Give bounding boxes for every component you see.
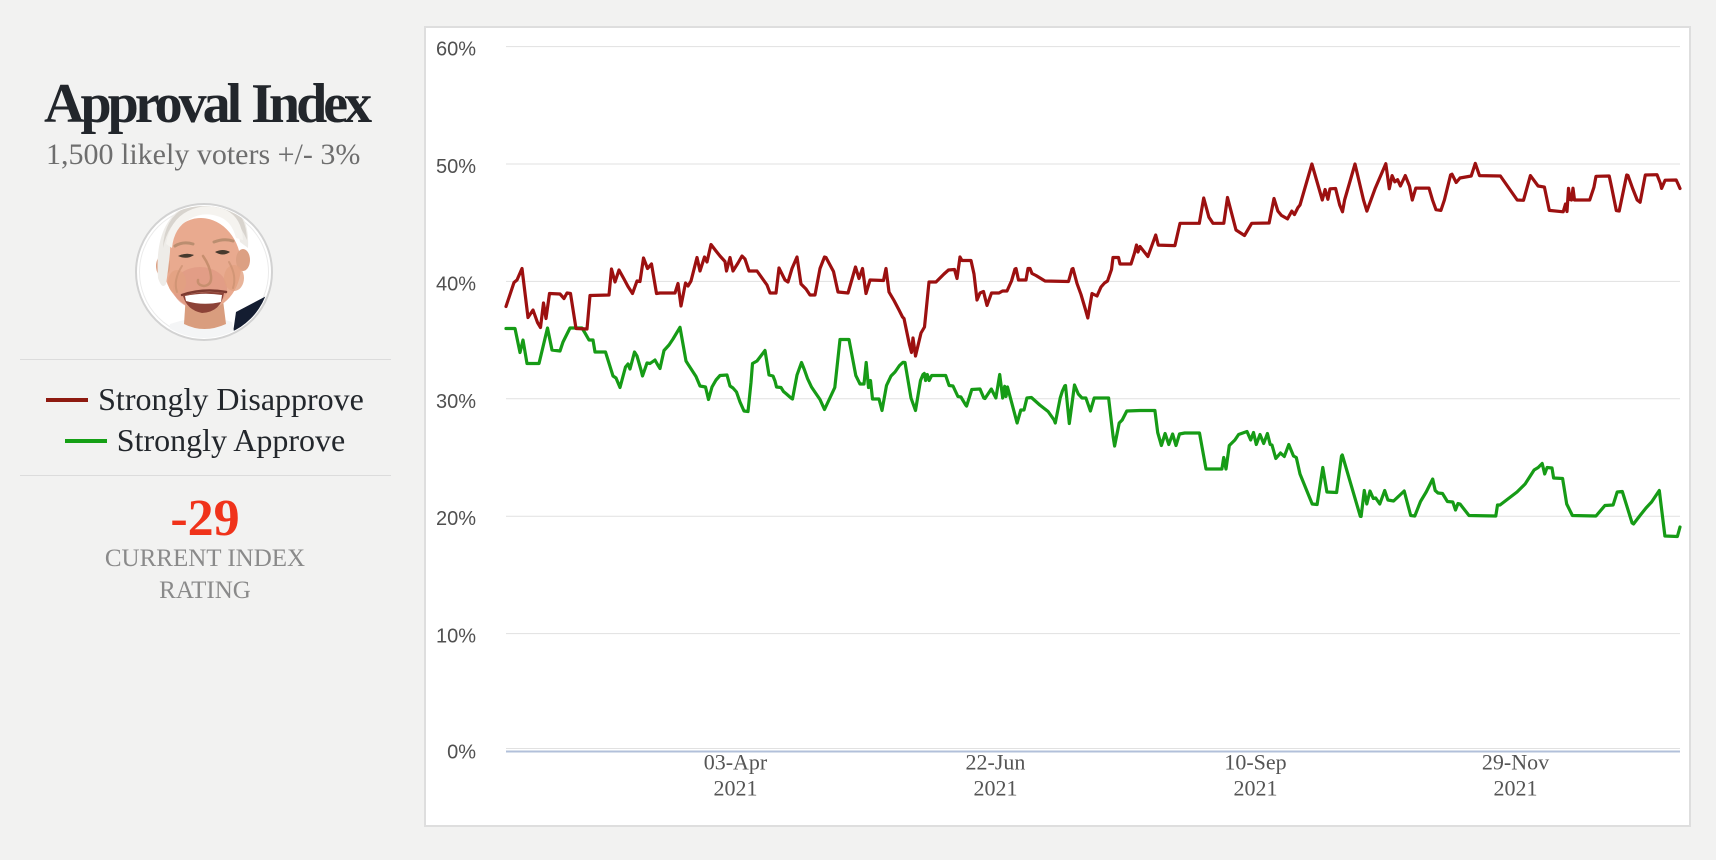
svg-text:03-Apr: 03-Apr — [704, 750, 768, 775]
svg-text:2021: 2021 — [1234, 776, 1278, 801]
svg-text:29-Nov: 29-Nov — [1482, 750, 1549, 775]
svg-text:2021: 2021 — [1494, 776, 1538, 801]
svg-text:60%: 60% — [436, 39, 476, 61]
svg-text:10-Sep: 10-Sep — [1224, 750, 1286, 775]
svg-text:20%: 20% — [436, 508, 476, 530]
svg-text:2021: 2021 — [714, 776, 758, 801]
svg-text:50%: 50% — [436, 156, 476, 178]
svg-text:0%: 0% — [447, 742, 476, 764]
svg-text:30%: 30% — [436, 391, 476, 413]
svg-text:2021: 2021 — [974, 776, 1018, 801]
svg-text:10%: 10% — [436, 626, 476, 648]
svg-text:40%: 40% — [436, 273, 476, 295]
svg-text:22-Jun: 22-Jun — [966, 750, 1026, 775]
